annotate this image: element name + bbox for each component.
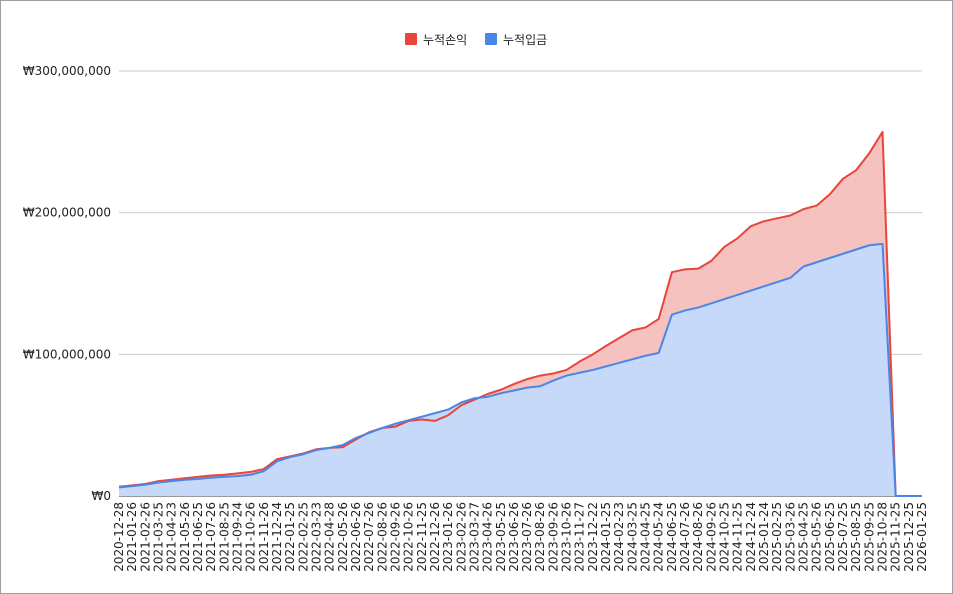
x-tick-label: 2024-02-23	[612, 502, 626, 572]
x-tick-label: 2024-05-24	[652, 502, 666, 572]
x-tick-label: 2024-07-26	[678, 502, 692, 572]
x-tick-label: 2021-11-26	[257, 502, 271, 572]
x-tick-label: 2023-06-26	[507, 502, 521, 572]
series-area-1	[119, 243, 922, 496]
x-tick-label: 2025-04-25	[797, 502, 811, 572]
x-tick-label: 2023-10-26	[560, 502, 574, 572]
legend-swatch-cumulative-profit	[405, 33, 417, 45]
x-tick-label: 2025-03-26	[783, 502, 797, 572]
x-tick-label: 2023-11-27	[573, 502, 587, 572]
x-tick-label: 2024-10-25	[718, 502, 732, 572]
y-axis: ₩0 ₩100,000,000 ₩200,000,000 ₩300,000,000	[23, 64, 111, 503]
x-tick-label: 2025-05-26	[810, 502, 824, 572]
y-tick-label: ₩0	[92, 489, 112, 503]
x-tick-label: 2022-08-26	[375, 502, 389, 572]
x-tick-label: 2022-10-26	[402, 502, 416, 572]
x-tick-label: 2025-07-25	[836, 502, 850, 572]
x-tick-label: 2022-02-25	[296, 502, 310, 572]
x-tick-label: 2023-01-26	[441, 502, 455, 572]
y-tick-label: ₩200,000,000	[23, 206, 111, 220]
x-tick-label: 2025-09-25	[862, 502, 876, 572]
x-tick-label: 2025-08-25	[849, 502, 863, 572]
legend-label-cumulative-deposit: 누적입금	[503, 33, 547, 47]
x-tick-label: 2025-11-25	[889, 502, 903, 572]
x-tick-label: 2021-09-24	[230, 502, 244, 572]
x-tick-label: 2023-08-26	[533, 502, 547, 572]
legend: 누적손익 누적입금	[405, 33, 547, 47]
x-tick-label: 2024-12-24	[744, 502, 758, 572]
series-line-1	[118, 242, 922, 497]
x-tick-label: 2023-07-26	[520, 502, 534, 572]
x-tick-label: 2021-01-26	[125, 502, 139, 572]
x-tick-label: 2024-11-25	[731, 502, 745, 572]
x-tick-label: 2022-12-26	[428, 502, 442, 572]
x-tick-label: 2025-01-24	[757, 502, 771, 572]
x-tick-label: 2025-06-25	[823, 502, 837, 572]
legend-label-cumulative-profit: 누적손익	[423, 33, 467, 47]
x-tick-label: 2023-09-26	[546, 502, 560, 572]
x-tick-label: 2021-05-26	[178, 502, 192, 572]
y-tick-label: ₩100,000,000	[23, 347, 111, 361]
x-tick-label: 2025-02-25	[770, 502, 784, 572]
x-tick-label: 2022-05-26	[336, 502, 350, 572]
x-tick-label: 2023-02-26	[454, 502, 468, 572]
x-tick-label: 2023-12-22	[586, 502, 600, 572]
x-tick-label: 2022-09-26	[388, 502, 402, 572]
x-tick-label: 2022-01-25	[283, 502, 297, 572]
x-tick-label: 2022-06-26	[349, 502, 363, 572]
x-tick-label: 2021-04-23	[165, 502, 179, 572]
x-tick-label: 2021-06-25	[191, 502, 205, 572]
x-tick-label: 2021-12-24	[270, 502, 284, 572]
x-tick-label: 2022-03-23	[309, 502, 323, 572]
x-tick-label: 2021-07-26	[204, 502, 218, 572]
series-areas	[119, 131, 922, 497]
x-tick-label: 2024-04-25	[639, 502, 653, 572]
y-tick-label: ₩300,000,000	[23, 64, 111, 78]
series-lines	[118, 130, 922, 497]
x-tick-label: 2023-03-27	[467, 502, 481, 572]
x-tick-label: 2024-08-26	[691, 502, 705, 572]
x-tick-label: 2025-12-25	[902, 502, 916, 572]
x-tick-label: 2024-06-25	[665, 502, 679, 572]
x-tick-label: 2020-12-28	[112, 502, 126, 572]
x-tick-label: 2022-11-25	[415, 502, 429, 572]
x-tick-label: 2024-01-25	[599, 502, 613, 572]
series-line-0	[118, 130, 922, 497]
x-axis: 2020-12-28 2021-01-26 2021-02-26 2021-03-25…	[112, 502, 929, 572]
x-tick-label: 2026-01-25	[915, 502, 929, 572]
x-tick-label: 2023-05-25	[494, 502, 508, 572]
x-tick-label: 2024-09-26	[704, 502, 718, 572]
x-tick-label: 2021-02-26	[138, 502, 152, 572]
x-tick-label: 2021-10-26	[244, 502, 258, 572]
x-tick-label: 2025-10-28	[876, 502, 890, 572]
legend-swatch-cumulative-deposit	[485, 33, 497, 45]
x-tick-label: 2022-07-26	[362, 502, 376, 572]
x-tick-label: 2022-04-28	[323, 502, 337, 572]
x-tick-label: 2024-03-25	[625, 502, 639, 572]
x-tick-label: 2023-04-26	[481, 502, 495, 572]
x-tick-label: 2021-03-25	[151, 502, 165, 572]
x-tick-label: 2021-08-25	[217, 502, 231, 572]
